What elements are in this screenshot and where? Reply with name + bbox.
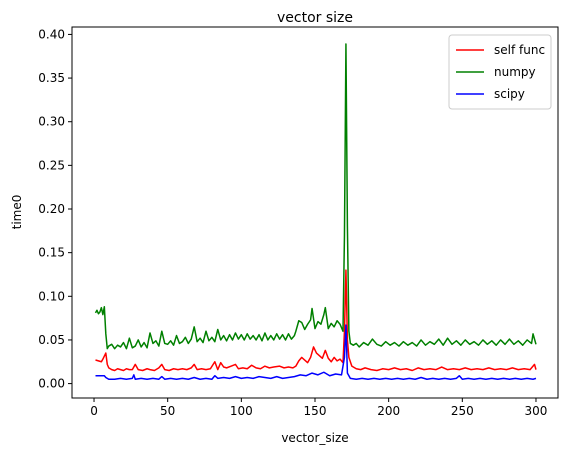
y-tick-label: 0.05 [38,333,65,347]
legend-label-self-func: self func [494,43,545,57]
legend-label-scipy: scipy [494,87,525,101]
x-tick-label: 150 [304,404,327,418]
legend: self func numpy scipy [448,34,552,110]
x-tick-label: 250 [451,404,474,418]
y-tick-label: 0.30 [38,115,65,129]
plot-lines [94,43,537,380]
x-tick-label: 300 [525,404,548,418]
x-axis-ticks: 0 50 100 150 200 250 300 [90,398,547,418]
y-tick-label: 0.00 [38,377,65,391]
x-tick-label: 200 [377,404,400,418]
x-tick-label: 100 [230,404,253,418]
y-tick-label: 0.10 [38,289,65,303]
y-tick-label: 0.25 [38,158,65,172]
x-tick-label: 50 [160,404,175,418]
y-axis-label: time0 [10,195,24,230]
series-line-scipy [95,324,537,380]
y-axis-ticks: 0.00 0.05 0.10 0.15 0.20 0.25 0.30 0.35 0.40 [38,27,72,391]
plot-frame [71,26,559,399]
y-tick-label: 0.20 [38,202,65,216]
y-tick-label: 0.35 [38,71,65,85]
y-tick-label: 0.40 [38,27,65,41]
x-axis-label: vector_size [281,431,348,445]
y-tick-label: 0.15 [38,246,65,260]
series-line-numpy [94,43,537,350]
chart-title: vector size [277,10,353,26]
legend-box [448,34,552,110]
legend-label-numpy: numpy [494,65,536,79]
x-tick-label: 0 [90,404,98,418]
series-line-self-func [95,269,537,372]
